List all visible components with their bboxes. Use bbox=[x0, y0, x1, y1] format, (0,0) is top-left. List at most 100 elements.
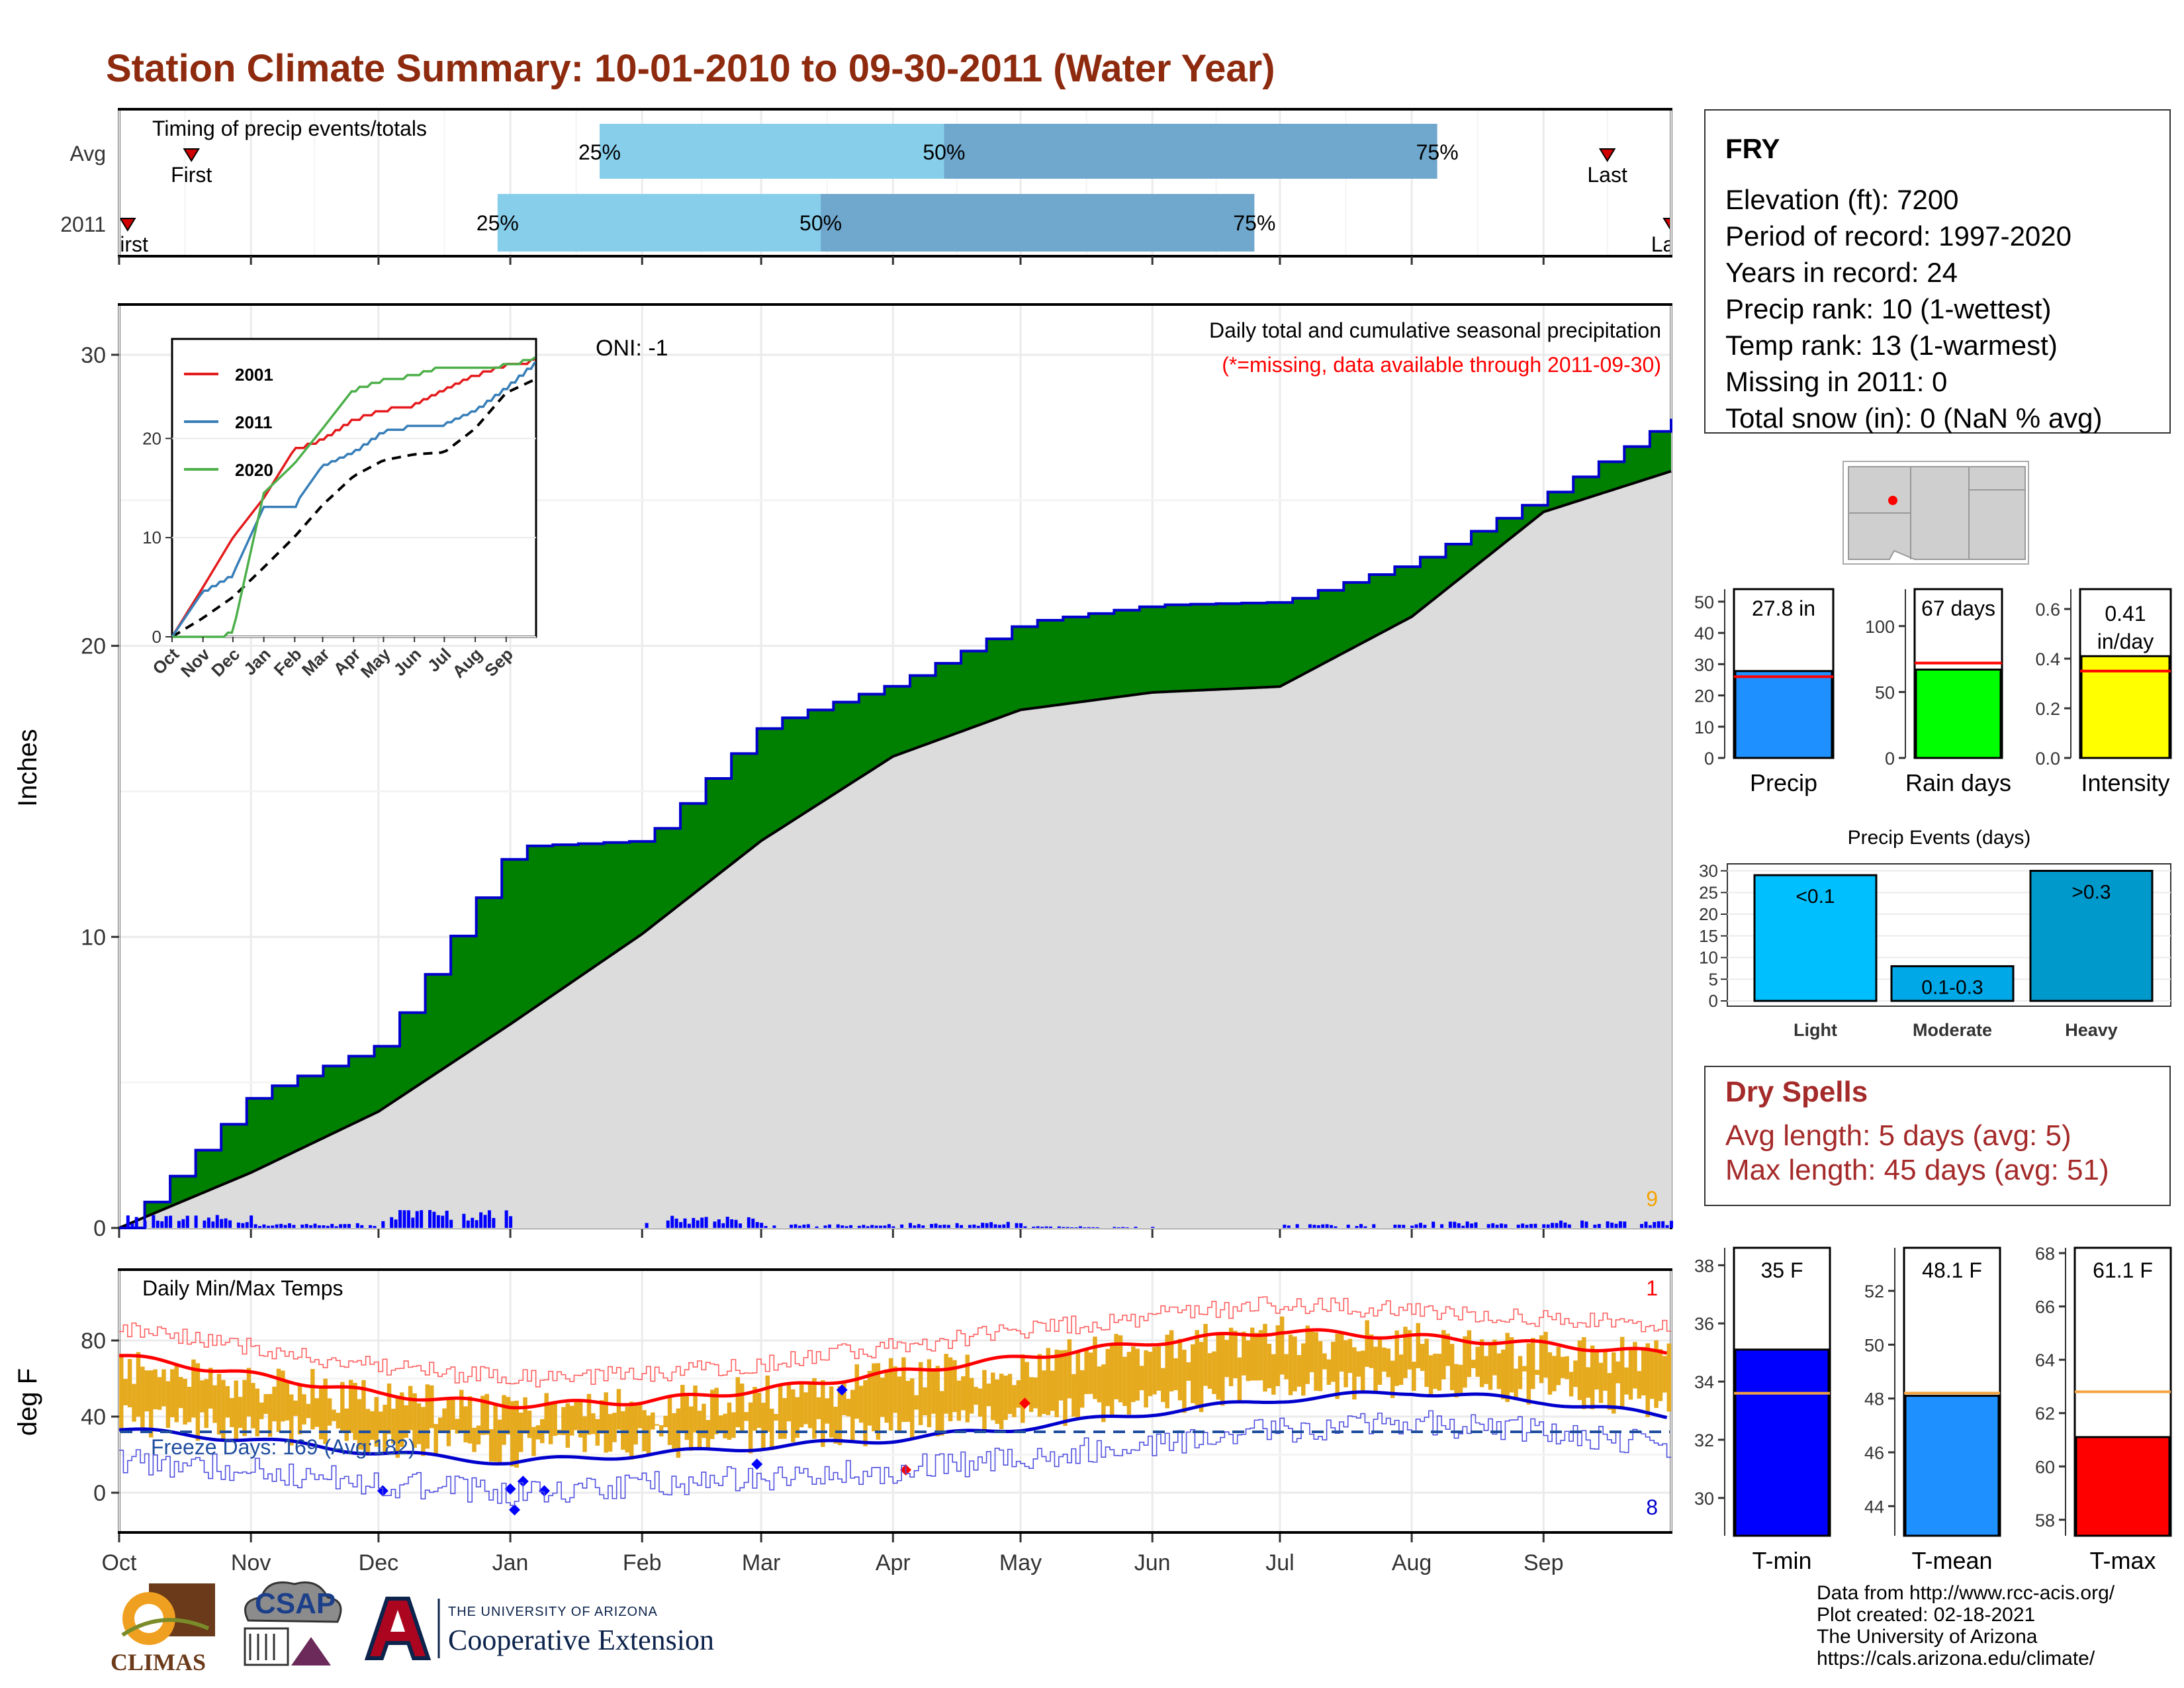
daily-temp-bar bbox=[178, 1377, 183, 1409]
daily-temp-bar bbox=[1505, 1333, 1510, 1402]
daily-temp-bar bbox=[1237, 1357, 1242, 1403]
summary-bar-charts: 0 10 20 30 40 50 27.8 in Precip 0 50 100 67 days Rai… bbox=[1694, 588, 2172, 796]
credit-line: Data from http://www.rcc-acis.org/ bbox=[1817, 1582, 2115, 1604]
daily-precip-bar bbox=[322, 1225, 326, 1228]
csap-logo: CSAP bbox=[232, 1574, 351, 1680]
daily-temp-bar bbox=[999, 1374, 1004, 1430]
daily-precip-bar bbox=[683, 1218, 687, 1228]
daily-temp-bar bbox=[1293, 1336, 1297, 1391]
daily-temp-bar bbox=[854, 1364, 859, 1419]
daily-temp-bar bbox=[140, 1366, 145, 1433]
daily-precip-bar bbox=[1606, 1221, 1610, 1228]
daily-precip-bar bbox=[887, 1224, 891, 1228]
tmax-average-line bbox=[118, 1328, 1668, 1410]
daily-temp-bar bbox=[1356, 1351, 1361, 1377]
daily-precip-bar bbox=[1083, 1227, 1087, 1228]
daily-temp-bar bbox=[1079, 1370, 1085, 1408]
daily-precip-bar bbox=[1516, 1225, 1520, 1228]
daily-precip-bar bbox=[972, 1224, 976, 1228]
daily-precip-bar bbox=[390, 1217, 394, 1228]
daily-temp-bar bbox=[484, 1393, 490, 1435]
daily-temp-bar bbox=[1633, 1342, 1637, 1389]
tmin-summary-tick-label: 38 bbox=[1694, 1256, 1714, 1276]
daily-precip-bar bbox=[1457, 1223, 1461, 1228]
daily-precip-bar bbox=[1044, 1226, 1048, 1228]
precip-ytick-label: 30 bbox=[81, 343, 106, 368]
daily-temp-bar bbox=[332, 1409, 336, 1421]
daily-precip-bar bbox=[258, 1226, 262, 1228]
daily-temp-bar bbox=[995, 1379, 999, 1424]
daily-temp-bar bbox=[1390, 1360, 1395, 1399]
daily-temp-bar bbox=[1033, 1377, 1038, 1409]
dry-spells-box: Dry Spells Avg length: 5 days (avg: 5) M… bbox=[1704, 1066, 2171, 1206]
daily-precip-bar bbox=[913, 1225, 917, 1228]
daily-temp-bar bbox=[302, 1394, 306, 1425]
events-bar-label: <0.1 bbox=[1796, 886, 1835, 908]
daily-temp-bar bbox=[901, 1357, 906, 1423]
daily-precip-bar bbox=[134, 1217, 138, 1228]
intensity-summary-tick-label: 0.4 bbox=[2035, 649, 2060, 669]
daily-precip-bar bbox=[1113, 1227, 1116, 1228]
daily-precip-bar bbox=[797, 1225, 801, 1228]
daily-temp-bar bbox=[1024, 1362, 1029, 1404]
dry-spells-avg: Avg length: 5 days (avg: 5) bbox=[1725, 1119, 2071, 1152]
daily-temp-bar bbox=[914, 1395, 919, 1410]
daily-temp-bar bbox=[923, 1387, 927, 1415]
daily-temp-bar bbox=[1148, 1352, 1153, 1397]
daily-precip-bar bbox=[857, 1225, 861, 1228]
daily-temp-bar bbox=[1054, 1349, 1059, 1417]
daily-temp-bar bbox=[1441, 1330, 1446, 1380]
daily-temp-bar bbox=[374, 1397, 379, 1447]
daily-temp-bar bbox=[191, 1359, 196, 1418]
daily-precip-bar bbox=[802, 1224, 806, 1228]
ua-main-text: Cooperative Extension bbox=[448, 1624, 715, 1656]
daily-precip-bar bbox=[1661, 1221, 1665, 1228]
daily-temp-bar bbox=[1403, 1327, 1408, 1378]
daily-precip-bar bbox=[1087, 1227, 1091, 1228]
daily-temp-bar bbox=[604, 1392, 608, 1453]
daily-temp-bar bbox=[153, 1369, 158, 1409]
daily-temp-bar bbox=[1573, 1360, 1578, 1387]
daily-precip-bar bbox=[692, 1217, 696, 1228]
daily-temp-bar bbox=[1365, 1320, 1369, 1367]
precip-summary-tick-label: 40 bbox=[1694, 624, 1714, 643]
daily-temp-bar bbox=[1514, 1368, 1518, 1397]
daily-precip-bar bbox=[1334, 1226, 1338, 1228]
daily-precip-bar bbox=[1461, 1225, 1465, 1228]
daily-temp-bar bbox=[204, 1379, 208, 1429]
daily-temp-bar bbox=[200, 1380, 205, 1413]
inset-legend-label: 2011 bbox=[235, 412, 272, 432]
inset-series-line bbox=[172, 356, 536, 638]
daily-temp-bar bbox=[1003, 1376, 1008, 1421]
daily-temp-bar bbox=[306, 1403, 311, 1419]
daily-temp-bar bbox=[727, 1402, 732, 1440]
daily-temp-bar bbox=[361, 1380, 366, 1450]
rain-days-summary-label: Rain days bbox=[1905, 769, 2011, 796]
tmean-summary-value-label: 48.1 F bbox=[1922, 1258, 1982, 1282]
cumulative-2011-line bbox=[119, 418, 1672, 1229]
daily-temp-bar bbox=[293, 1400, 298, 1416]
daily-temp-bar bbox=[744, 1412, 749, 1421]
credit-line: https://cals.arizona.edu/climate/ bbox=[1817, 1648, 2095, 1669]
daily-temp-bar bbox=[1488, 1344, 1493, 1390]
daily-precip-bar bbox=[879, 1225, 883, 1228]
average-cumulative-area bbox=[119, 471, 1671, 1228]
month-label: Sep bbox=[1524, 1550, 1564, 1575]
inset-average-line bbox=[171, 377, 537, 638]
daily-precip-bar bbox=[471, 1217, 475, 1228]
daily-precip-bar bbox=[164, 1216, 168, 1228]
daily-temp-bar bbox=[553, 1402, 557, 1436]
daily-temp-bar bbox=[336, 1413, 341, 1429]
events-bar bbox=[1890, 965, 2015, 1002]
daily-precip-bar bbox=[1040, 1227, 1044, 1228]
daily-temp-bar bbox=[1428, 1355, 1433, 1395]
daily-temp-bar bbox=[281, 1370, 285, 1422]
temp-ylabel: deg F bbox=[13, 1368, 42, 1436]
first-event-label: First bbox=[171, 163, 212, 187]
daily-temp-bar bbox=[272, 1386, 277, 1422]
temperature-summary-charts: 30 32 34 36 38 35 F T-min 44 46 48 50 52 48.1 F T-mea… bbox=[1694, 1244, 2172, 1574]
tmax-summary-value-label: 61.1 F bbox=[2093, 1258, 2153, 1282]
daily-precip-bar bbox=[1623, 1221, 1627, 1228]
daily-temp-bar bbox=[1560, 1356, 1565, 1378]
